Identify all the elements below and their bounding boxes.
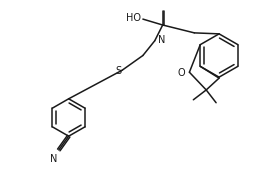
Text: O: O	[178, 68, 185, 78]
Text: N: N	[50, 154, 58, 164]
Text: HO: HO	[126, 13, 141, 23]
Text: S: S	[115, 66, 121, 76]
Text: N: N	[158, 35, 165, 45]
